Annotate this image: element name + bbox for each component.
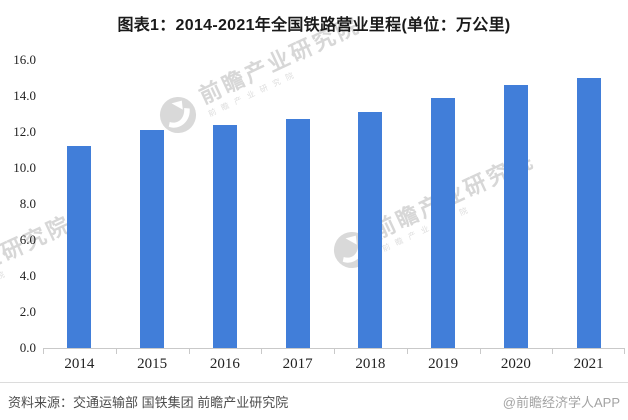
x-tick — [624, 348, 625, 354]
bar-2021 — [576, 78, 601, 348]
source-note: 资料来源：交通运输部 国铁集团 前瞻产业研究院 — [8, 395, 289, 410]
x-tick — [334, 348, 335, 354]
bar-2017 — [285, 119, 310, 348]
bar-2020 — [503, 85, 528, 348]
bar-2015 — [140, 130, 165, 348]
x-tick — [188, 348, 190, 354]
x-tick-label-2017: 2017 — [282, 356, 313, 372]
plot-area — [43, 60, 625, 354]
bar-2014 — [67, 146, 92, 348]
x-tick-label-2015: 2015 — [137, 356, 168, 372]
x-tick-label-2014: 2014 — [64, 356, 95, 372]
y-tick-label: 0.0 — [19, 340, 36, 355]
chart-title: 图表1：2014-2021年全国铁路营业里程(单位：万公里) — [117, 17, 511, 34]
x-tick-label-2021: 2021 — [573, 356, 604, 372]
footer: 资料来源：交通运输部 国铁集团 前瞻产业研究院 @前瞻经济学人APP — [0, 382, 628, 420]
x-tick — [552, 348, 554, 354]
x-tick-label-2020: 2020 — [500, 356, 531, 372]
y-tick-label: 16.0 — [13, 52, 36, 67]
y-tick-label: 14.0 — [13, 88, 36, 103]
y-tick-label: 8.0 — [19, 196, 36, 211]
y-tick-label: 10.0 — [13, 160, 36, 175]
x-tick-label-2018: 2018 — [355, 356, 386, 372]
x-tick — [43, 348, 44, 354]
bar-2019 — [431, 97, 456, 348]
y-tick-label: 6.0 — [19, 232, 36, 247]
y-tick-label: 2.0 — [19, 304, 36, 319]
x-tick-label-2016: 2016 — [209, 356, 240, 372]
bar-2016 — [212, 124, 237, 348]
y-tick-label: 12.0 — [13, 124, 36, 139]
y-axis: 16.0 14.0 12.0 10.0 8.0 6.0 4.0 2.0 0.0 — [0, 52, 36, 355]
x-tick — [115, 348, 117, 354]
bar-2018 — [358, 112, 383, 348]
x-tick — [479, 348, 481, 354]
x-tick-label-2019: 2019 — [428, 356, 459, 372]
y-tick-label: 4.0 — [19, 268, 36, 283]
credit-note: @前瞻经济学人APP — [502, 395, 620, 410]
x-tick — [406, 348, 408, 354]
x-tick — [261, 348, 263, 354]
x-axis: 2014 2015 2016 2017 2018 2019 2020 2021 — [43, 356, 625, 376]
